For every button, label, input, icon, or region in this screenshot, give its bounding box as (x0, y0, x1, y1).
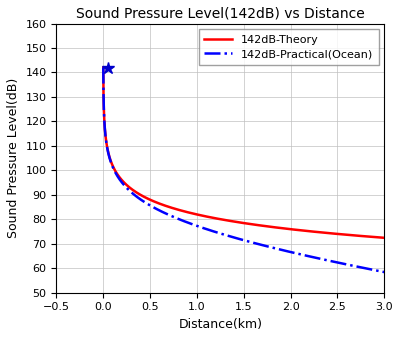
Line: 142dB-Theory: 142dB-Theory (103, 68, 384, 238)
142dB-Practical(Ocean) (310, 255, 315, 259)
142dB-Practical(Ocean) (152, 206, 157, 210)
142dB-Theory (310, 230, 315, 234)
142dB-Theory (284, 227, 288, 231)
142dB-Practical(Ocean) (332, 260, 337, 264)
142dB-Theory (101, 66, 106, 70)
142dB-Practical(Ocean) (208, 228, 213, 233)
142dB-Practical(Ocean) (101, 66, 106, 70)
142dB-Practical(Ocean) (382, 270, 387, 274)
142dB-Theory (332, 232, 337, 236)
Title: Sound Pressure Level(142dB) vs Distance: Sound Pressure Level(142dB) vs Distance (76, 7, 365, 21)
142dB-Theory (208, 215, 213, 219)
142dB-Practical(Ocean) (269, 245, 274, 249)
142dB-Theory (152, 199, 157, 203)
Line: 142dB-Practical(Ocean): 142dB-Practical(Ocean) (103, 68, 384, 272)
142dB-Theory (382, 236, 387, 240)
142dB-Practical(Ocean) (284, 249, 288, 253)
X-axis label: Distance(km): Distance(km) (178, 318, 262, 331)
Legend: 142dB-Theory, 142dB-Practical(Ocean): 142dB-Theory, 142dB-Practical(Ocean) (199, 29, 379, 65)
Y-axis label: Sound Pressure Level(dB): Sound Pressure Level(dB) (7, 78, 20, 238)
142dB-Theory (269, 225, 274, 229)
